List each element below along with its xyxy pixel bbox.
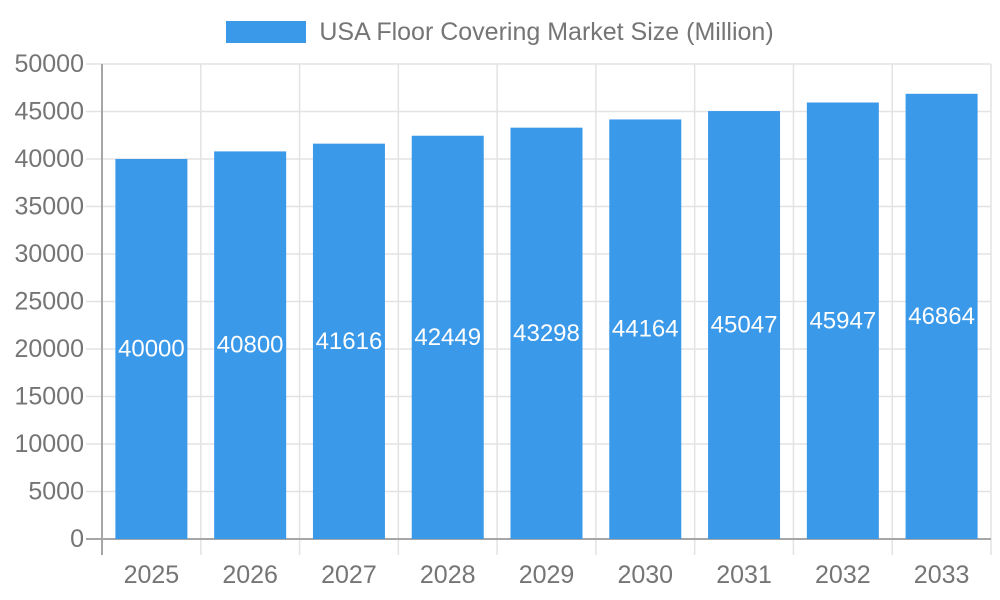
y-tick-label-20000: 20000 [14, 335, 84, 363]
bar-value-label-2030: 44164 [612, 316, 679, 343]
bar-value-label-2028: 42449 [414, 324, 481, 351]
bar-2028 [411, 135, 484, 539]
legend-label: USA Floor Covering Market Size (Million) [319, 17, 774, 46]
bar-value-label-2025: 40000 [118, 336, 185, 363]
y-tick-label-40000: 40000 [14, 145, 84, 173]
bar-2032 [806, 102, 879, 539]
bar-2029 [510, 127, 583, 539]
bar-2025 [115, 159, 188, 539]
y-tick-label-45000: 45000 [14, 98, 84, 126]
x-tick-label-2026: 2026 [222, 561, 278, 589]
y-tick-label-15000: 15000 [14, 383, 84, 411]
bar-value-label-2033: 46864 [908, 303, 975, 330]
bar-value-label-2027: 41616 [316, 328, 383, 355]
bar-value-label-2026: 40800 [217, 332, 284, 359]
chart-legend: USA Floor Covering Market Size (Million) [0, 17, 1000, 46]
x-tick-label-2030: 2030 [617, 561, 673, 589]
x-tick-label-2031: 2031 [716, 561, 772, 589]
bar-2026 [214, 151, 287, 539]
x-tick-label-2025: 2025 [124, 561, 180, 589]
x-tick-label-2029: 2029 [519, 561, 575, 589]
y-tick-label-25000: 25000 [14, 288, 84, 316]
legend-swatch [226, 21, 307, 43]
x-tick-label-2027: 2027 [321, 561, 377, 589]
y-tick-label-50000: 50000 [14, 50, 84, 78]
x-tick-label-2028: 2028 [420, 561, 476, 589]
bar-2031 [708, 111, 781, 539]
bar-2027 [312, 143, 385, 539]
y-tick-label-30000: 30000 [14, 240, 84, 268]
bar-value-label-2029: 43298 [513, 320, 580, 347]
x-tick-label-2032: 2032 [815, 561, 871, 589]
bar-2030 [609, 119, 682, 539]
y-tick-label-35000: 35000 [14, 193, 84, 221]
y-tick-label-0: 0 [70, 525, 84, 553]
bar-value-label-2031: 45047 [711, 312, 778, 339]
x-tick-label-2033: 2033 [914, 561, 970, 589]
y-tick-label-5000: 5000 [28, 478, 84, 506]
bar-value-label-2032: 45947 [809, 307, 876, 334]
bar-2033 [905, 93, 978, 540]
y-tick-label-10000: 10000 [14, 430, 84, 458]
